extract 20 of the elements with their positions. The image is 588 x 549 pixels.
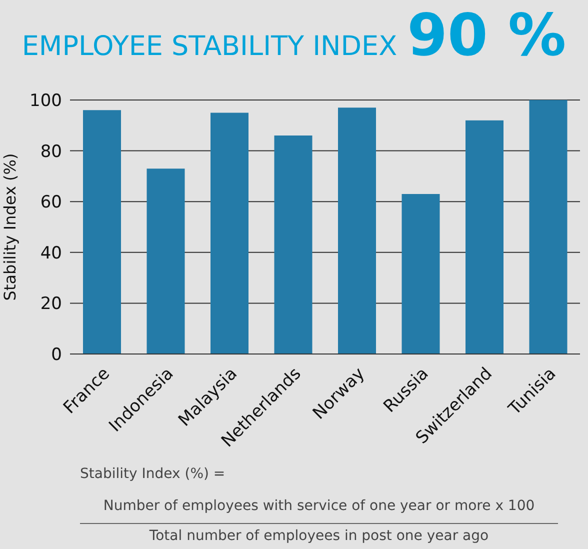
y-tick-label: 100 xyxy=(30,91,62,112)
y-tick-label: 60 xyxy=(40,192,62,213)
y-axis-title: Stability Index (%) xyxy=(0,153,20,301)
bar xyxy=(274,136,312,354)
bar xyxy=(83,110,121,354)
bar xyxy=(338,108,376,354)
bar xyxy=(466,120,504,354)
text: Total number of employees in post one year ago xyxy=(148,528,490,544)
bar xyxy=(529,100,568,354)
bar xyxy=(146,168,185,354)
chart-title: EMPLOYEE STABILITY INDEX xyxy=(22,31,398,62)
y-tick-label: 20 xyxy=(40,294,62,314)
chart-subtitle: 90 % xyxy=(407,1,566,69)
y-tick-label: 40 xyxy=(40,243,62,264)
bar xyxy=(402,194,440,354)
y-tick-label: 0 xyxy=(51,345,62,366)
bar xyxy=(210,112,248,354)
text: Stability Index (%) = xyxy=(80,466,226,482)
y-tick-label: 80 xyxy=(40,142,62,162)
text: Number of employees with service of one year or more x 100 xyxy=(102,498,536,514)
